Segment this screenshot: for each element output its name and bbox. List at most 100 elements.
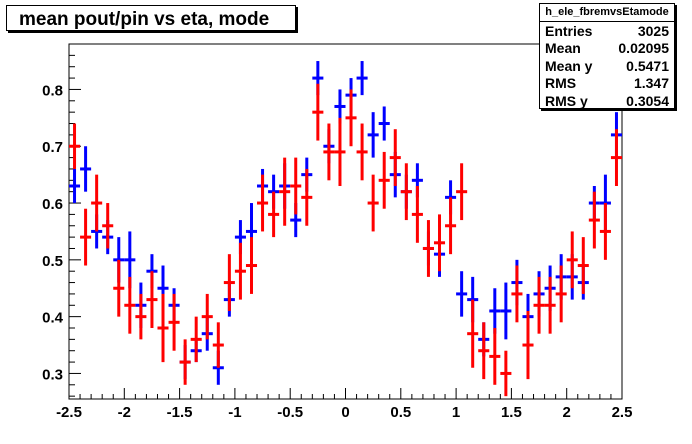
data-point (577, 237, 589, 294)
data-point (157, 293, 169, 363)
x-axis: -2.5 -2 -1.5 -1 -0.5 0 0.5 1 1.5 2 2.5 (56, 388, 632, 421)
x-tick-label: 1 (452, 404, 460, 421)
y-tick-label: 0.6 (42, 196, 63, 213)
chart-title-box: mean pout/pin vs eta, mode (6, 5, 296, 31)
x-tick-label: -1.5 (167, 404, 193, 421)
stats-row-rms-y: RMS y 0.3054 (540, 92, 674, 109)
data-point (345, 89, 357, 147)
stats-row-mean: Mean 0.02095 (540, 39, 674, 56)
data-point (533, 276, 545, 334)
y-tick-label: 0.3 (42, 366, 63, 383)
data-point (378, 151, 390, 209)
data-point (356, 61, 368, 96)
data-point (367, 174, 379, 232)
data-point (80, 146, 92, 192)
data-point (212, 322, 224, 368)
stats-row-mean-y: Mean y 0.5471 (540, 57, 674, 74)
stats-label: RMS (545, 75, 577, 92)
data-point (555, 265, 567, 323)
stats-value: 0.3054 (626, 92, 669, 109)
data-point (179, 339, 191, 385)
data-point (146, 271, 158, 328)
data-point (599, 203, 611, 260)
data-point (334, 117, 346, 186)
data-point (456, 163, 468, 221)
data-point (312, 83, 324, 141)
data-point (500, 350, 512, 397)
x-tick-label: 2.5 (612, 404, 633, 421)
y-tick-label: 0.4 (42, 310, 64, 327)
x-tick-label: 0 (341, 404, 349, 421)
stats-title: h_ele_fbremvsEtamode (540, 4, 674, 22)
data-point (467, 299, 479, 368)
data-point (411, 186, 423, 243)
data-point (511, 265, 523, 323)
x-tick-label: 0.5 (390, 404, 411, 421)
stats-value: 3025 (637, 23, 669, 39)
data-point (610, 129, 622, 186)
data-point (290, 157, 302, 215)
data-point (91, 174, 103, 232)
stats-label: Mean (545, 40, 581, 57)
data-point (135, 293, 147, 340)
data-point (190, 316, 202, 363)
stats-value: 0.02095 (618, 40, 669, 57)
stats-value: 0.5471 (626, 57, 669, 74)
data-point (400, 163, 412, 221)
data-point (168, 293, 180, 351)
stats-label: Mean y (545, 57, 593, 74)
stats-value: 1.347 (633, 75, 669, 92)
data-point (201, 293, 213, 340)
stats-box: h_ele_fbremvsEtamode Entries 3025 Mean 0… (539, 3, 675, 109)
data-point (356, 123, 368, 181)
data-point (69, 168, 81, 204)
series-blue (69, 61, 622, 385)
data-point (500, 282, 512, 340)
stats-row-rms: RMS 1.347 (540, 74, 674, 91)
data-point (588, 191, 600, 249)
data-point (489, 328, 501, 385)
data-point (566, 231, 578, 289)
data-point (445, 197, 457, 255)
stats-label: RMS y (545, 92, 588, 109)
data-point (234, 242, 246, 300)
data-point (279, 157, 291, 226)
y-tick-label: 0.7 (42, 139, 63, 156)
data-point (102, 203, 114, 249)
data-point (69, 123, 81, 169)
data-point (124, 276, 136, 334)
data-marks (69, 61, 622, 397)
stats-label: Entries (545, 23, 593, 39)
data-point (456, 271, 468, 317)
stats-row-entries: Entries 3025 (540, 22, 674, 39)
x-tick-label: -0.5 (277, 404, 303, 421)
x-tick-label: -2 (118, 404, 131, 421)
x-tick-label: -1 (228, 404, 241, 421)
x-tick-label: -2.5 (56, 404, 82, 421)
data-point (367, 112, 379, 158)
data-point (323, 123, 335, 181)
data-point (80, 208, 92, 266)
data-point (245, 237, 258, 294)
data-point (389, 129, 401, 186)
data-point (113, 259, 125, 317)
y-axis: 0.3 0.4 0.5 0.6 0.7 0.8 (42, 54, 81, 397)
y-tick-label: 0.8 (42, 82, 63, 99)
data-point (422, 220, 434, 277)
chart-title: mean pout/pin vs eta, mode (19, 9, 270, 30)
data-point (301, 168, 313, 226)
data-point (522, 310, 534, 380)
y-tick-label: 0.5 (42, 253, 63, 270)
x-tick-label: 2 (563, 404, 571, 421)
data-point (378, 106, 390, 141)
data-point (257, 174, 269, 232)
data-point (478, 322, 490, 380)
data-point (544, 276, 556, 334)
series-red (69, 83, 622, 397)
data-point (223, 254, 235, 311)
data-point (489, 288, 501, 334)
data-point (433, 214, 446, 272)
data-point (268, 191, 280, 238)
